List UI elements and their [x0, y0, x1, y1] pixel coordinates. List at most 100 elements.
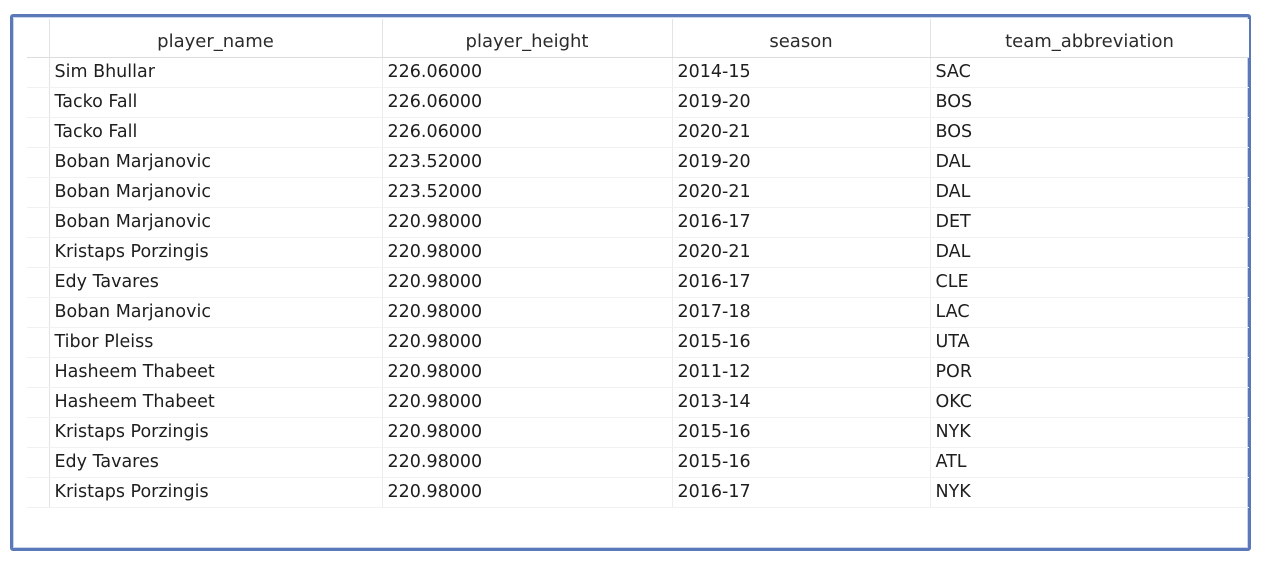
table-body: Sim Bhullar 226.06000 2014-15 SAC Tacko Fall…: [27, 57, 1249, 508]
team-abbreviation-cell[interactable]: NYK: [930, 477, 1249, 508]
season-cell[interactable]: 2015-16: [672, 447, 931, 478]
season-cell[interactable]: 2016-17: [672, 207, 931, 238]
team-abbreviation-cell[interactable]: DAL: [930, 237, 1249, 268]
player-height-cell[interactable]: 223.52000: [382, 147, 673, 178]
player-name-cell[interactable]: Tacko Fall: [49, 117, 383, 148]
player-height-cell[interactable]: 220.98000: [382, 417, 673, 448]
player-name-cell[interactable]: Hasheem Thabeet: [49, 387, 383, 418]
table-row[interactable]: Kristaps Porzingis 220.98000 2016-17 NYK: [27, 477, 1249, 508]
season-cell[interactable]: 2020-21: [672, 237, 931, 268]
player-name-cell[interactable]: Edy Tavares: [49, 447, 383, 478]
player-height-cell[interactable]: 220.98000: [382, 327, 673, 358]
team-abbreviation-cell[interactable]: DET: [930, 207, 1249, 238]
row-header-corner[interactable]: [27, 19, 50, 58]
team-abbreviation-cell[interactable]: BOS: [930, 117, 1249, 148]
row-header[interactable]: [27, 237, 50, 268]
table-row[interactable]: Edy Tavares 220.98000 2015-16 ATL: [27, 447, 1249, 478]
column-header-team-abbreviation[interactable]: team_abbreviation: [930, 19, 1249, 58]
team-abbreviation-cell[interactable]: OKC: [930, 387, 1249, 418]
header-row: player_name player_height season team_ab…: [27, 19, 1249, 58]
column-header-player-height[interactable]: player_height: [382, 19, 673, 58]
player-height-cell[interactable]: 220.98000: [382, 357, 673, 388]
season-cell[interactable]: 2015-16: [672, 327, 931, 358]
player-height-cell[interactable]: 220.98000: [382, 207, 673, 238]
team-abbreviation-cell[interactable]: CLE: [930, 267, 1249, 298]
row-header[interactable]: [27, 117, 50, 148]
table-row[interactable]: Boban Marjanovic 223.52000 2020-21 DAL: [27, 177, 1249, 208]
column-header-player-name[interactable]: player_name: [49, 19, 383, 58]
table-row[interactable]: Boban Marjanovic 223.52000 2019-20 DAL: [27, 147, 1249, 178]
team-abbreviation-cell[interactable]: NYK: [930, 417, 1249, 448]
player-name-cell[interactable]: Kristaps Porzingis: [49, 237, 383, 268]
results-grid[interactable]: player_name player_height season team_ab…: [27, 19, 1249, 529]
team-abbreviation-cell[interactable]: UTA: [930, 327, 1249, 358]
table-row[interactable]: Tacko Fall 226.06000 2020-21 BOS: [27, 117, 1249, 148]
season-cell[interactable]: 2020-21: [672, 117, 931, 148]
player-height-cell[interactable]: 220.98000: [382, 297, 673, 328]
player-name-cell[interactable]: Kristaps Porzingis: [49, 477, 383, 508]
team-abbreviation-cell[interactable]: SAC: [930, 57, 1249, 88]
player-height-cell[interactable]: 226.06000: [382, 87, 673, 118]
row-header[interactable]: [27, 177, 50, 208]
table-row[interactable]: Boban Marjanovic 220.98000 2017-18 LAC: [27, 297, 1249, 328]
row-header[interactable]: [27, 327, 50, 358]
column-header-season[interactable]: season: [672, 19, 931, 58]
table-row[interactable]: Edy Tavares 220.98000 2016-17 CLE: [27, 267, 1249, 298]
row-header[interactable]: [27, 447, 50, 478]
table-row[interactable]: Kristaps Porzingis 220.98000 2015-16 NYK: [27, 417, 1249, 448]
player-name-cell[interactable]: Hasheem Thabeet: [49, 357, 383, 388]
table-row[interactable]: Hasheem Thabeet 220.98000 2011-12 POR: [27, 357, 1249, 388]
season-cell[interactable]: 2017-18: [672, 297, 931, 328]
player-name-cell[interactable]: Tacko Fall: [49, 87, 383, 118]
row-header[interactable]: [27, 147, 50, 178]
player-name-cell[interactable]: Boban Marjanovic: [49, 177, 383, 208]
player-height-cell[interactable]: 220.98000: [382, 267, 673, 298]
table-row[interactable]: Tacko Fall 226.06000 2019-20 BOS: [27, 87, 1249, 118]
player-name-cell[interactable]: Kristaps Porzingis: [49, 417, 383, 448]
row-header[interactable]: [27, 207, 50, 238]
season-cell[interactable]: 2019-20: [672, 147, 931, 178]
player-height-cell[interactable]: 220.98000: [382, 477, 673, 508]
row-header[interactable]: [27, 297, 50, 328]
player-name-cell[interactable]: Tibor Pleiss: [49, 327, 383, 358]
season-cell[interactable]: 2014-15: [672, 57, 931, 88]
player-height-cell[interactable]: 220.98000: [382, 387, 673, 418]
table-row[interactable]: Kristaps Porzingis 220.98000 2020-21 DAL: [27, 237, 1249, 268]
player-name-cell[interactable]: Edy Tavares: [49, 267, 383, 298]
season-cell[interactable]: 2015-16: [672, 417, 931, 448]
season-cell[interactable]: 2011-12: [672, 357, 931, 388]
season-cell[interactable]: 2016-17: [672, 267, 931, 298]
player-name-cell[interactable]: Boban Marjanovic: [49, 207, 383, 238]
row-header[interactable]: [27, 477, 50, 508]
player-height-cell[interactable]: 226.06000: [382, 117, 673, 148]
row-header[interactable]: [27, 357, 50, 388]
row-header[interactable]: [27, 417, 50, 448]
season-cell[interactable]: 2019-20: [672, 87, 931, 118]
player-height-cell[interactable]: 220.98000: [382, 447, 673, 478]
row-header[interactable]: [27, 387, 50, 418]
player-height-cell[interactable]: 223.52000: [382, 177, 673, 208]
row-header[interactable]: [27, 57, 50, 88]
season-cell[interactable]: 2016-17: [672, 477, 931, 508]
results-table: player_name player_height season team_ab…: [27, 19, 1249, 508]
team-abbreviation-cell[interactable]: DAL: [930, 177, 1249, 208]
row-header[interactable]: [27, 267, 50, 298]
season-cell[interactable]: 2020-21: [672, 177, 931, 208]
table-row[interactable]: Sim Bhullar 226.06000 2014-15 SAC: [27, 57, 1249, 88]
player-name-cell[interactable]: Boban Marjanovic: [49, 297, 383, 328]
team-abbreviation-cell[interactable]: POR: [930, 357, 1249, 388]
table-row[interactable]: Hasheem Thabeet 220.98000 2013-14 OKC: [27, 387, 1249, 418]
team-abbreviation-cell[interactable]: LAC: [930, 297, 1249, 328]
row-header[interactable]: [27, 87, 50, 118]
table-row[interactable]: Tibor Pleiss 220.98000 2015-16 UTA: [27, 327, 1249, 358]
player-height-cell[interactable]: 226.06000: [382, 57, 673, 88]
player-height-cell[interactable]: 220.98000: [382, 237, 673, 268]
team-abbreviation-cell[interactable]: DAL: [930, 147, 1249, 178]
results-panel: player_name player_height season team_ab…: [10, 14, 1251, 551]
team-abbreviation-cell[interactable]: ATL: [930, 447, 1249, 478]
team-abbreviation-cell[interactable]: BOS: [930, 87, 1249, 118]
player-name-cell[interactable]: Boban Marjanovic: [49, 147, 383, 178]
player-name-cell[interactable]: Sim Bhullar: [49, 57, 383, 88]
table-row[interactable]: Boban Marjanovic 220.98000 2016-17 DET: [27, 207, 1249, 238]
season-cell[interactable]: 2013-14: [672, 387, 931, 418]
